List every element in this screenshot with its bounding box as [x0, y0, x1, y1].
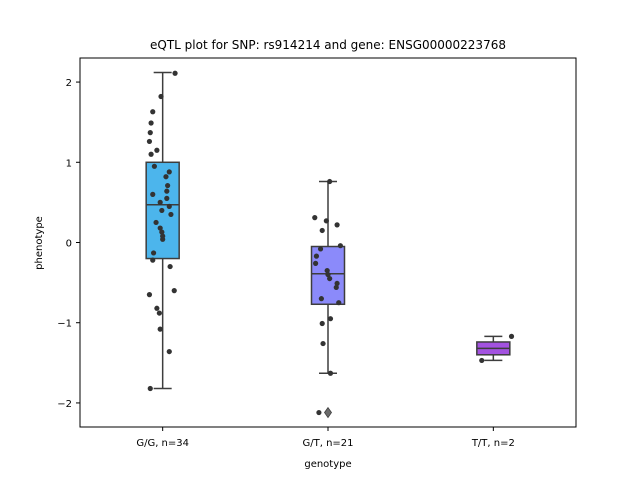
data-point — [150, 257, 156, 263]
data-point — [151, 163, 157, 169]
data-point — [336, 300, 342, 306]
data-point — [164, 188, 170, 194]
data-point — [334, 280, 340, 287]
x-tick-label: T/T, n=2 — [471, 438, 515, 449]
data-point — [327, 370, 334, 376]
data-point — [325, 271, 331, 278]
data-point — [154, 147, 160, 153]
y-axis-label: phenotype — [34, 216, 45, 270]
plot-area — [145, 70, 515, 419]
data-point — [150, 250, 157, 256]
data-point — [168, 211, 174, 218]
data-point — [147, 130, 153, 136]
data-point — [313, 260, 319, 266]
data-point — [148, 151, 154, 157]
data-point — [166, 203, 172, 210]
data-point — [159, 207, 165, 214]
data-point — [154, 305, 160, 311]
data-point — [318, 296, 324, 302]
data-point — [327, 275, 333, 282]
data-point — [508, 333, 515, 339]
data-point — [157, 225, 163, 231]
y-tick-label: 1 — [66, 158, 72, 169]
data-point — [323, 218, 329, 224]
x-axis: G/G, n=34 G/T, n=21 T/T, n=2 — [136, 427, 515, 449]
data-point — [165, 182, 171, 189]
data-point — [172, 70, 178, 76]
data-point — [166, 169, 172, 175]
data-point — [316, 409, 322, 416]
data-point — [150, 191, 156, 197]
data-point — [333, 284, 339, 291]
outlier-marker — [324, 406, 332, 419]
data-point — [157, 199, 163, 205]
y-tick-label: 2 — [66, 78, 72, 89]
data-point — [146, 138, 153, 145]
data-point — [317, 246, 324, 252]
data-point — [319, 227, 325, 234]
data-point — [146, 292, 153, 298]
data-point — [160, 236, 166, 242]
data-point — [164, 195, 170, 201]
x-tick-label: G/T, n=21 — [302, 438, 353, 449]
data-point — [166, 348, 172, 355]
data-point — [147, 385, 153, 392]
y-tick-label: −2 — [57, 399, 72, 410]
data-point — [327, 316, 334, 322]
data-point — [479, 357, 485, 364]
x-axis-label: genotype — [304, 459, 351, 470]
x-tick-label: G/G, n=34 — [136, 438, 189, 449]
data-point — [327, 178, 333, 185]
data-point — [156, 310, 162, 316]
box-group — [310, 178, 346, 419]
data-point — [171, 288, 177, 294]
data-point — [337, 243, 343, 249]
data-point — [148, 120, 154, 126]
box-group — [476, 333, 515, 364]
box-group — [145, 70, 180, 392]
data-point — [320, 340, 326, 347]
data-point — [334, 222, 340, 228]
data-point — [153, 219, 159, 226]
data-point — [163, 174, 169, 180]
y-tick-label: −1 — [57, 319, 72, 330]
y-axis: −2 −1 0 1 2 — [57, 78, 80, 410]
data-point — [313, 253, 320, 259]
data-point — [324, 267, 330, 274]
data-point — [150, 109, 156, 115]
y-tick-label: 0 — [66, 239, 72, 250]
data-point — [319, 320, 325, 327]
data-point — [159, 229, 165, 235]
chart-title: eQTL plot for SNP: rs914214 and gene: EN… — [150, 38, 506, 52]
data-point — [157, 326, 163, 332]
data-point — [158, 93, 164, 100]
data-point — [312, 215, 318, 221]
data-point — [167, 263, 173, 270]
